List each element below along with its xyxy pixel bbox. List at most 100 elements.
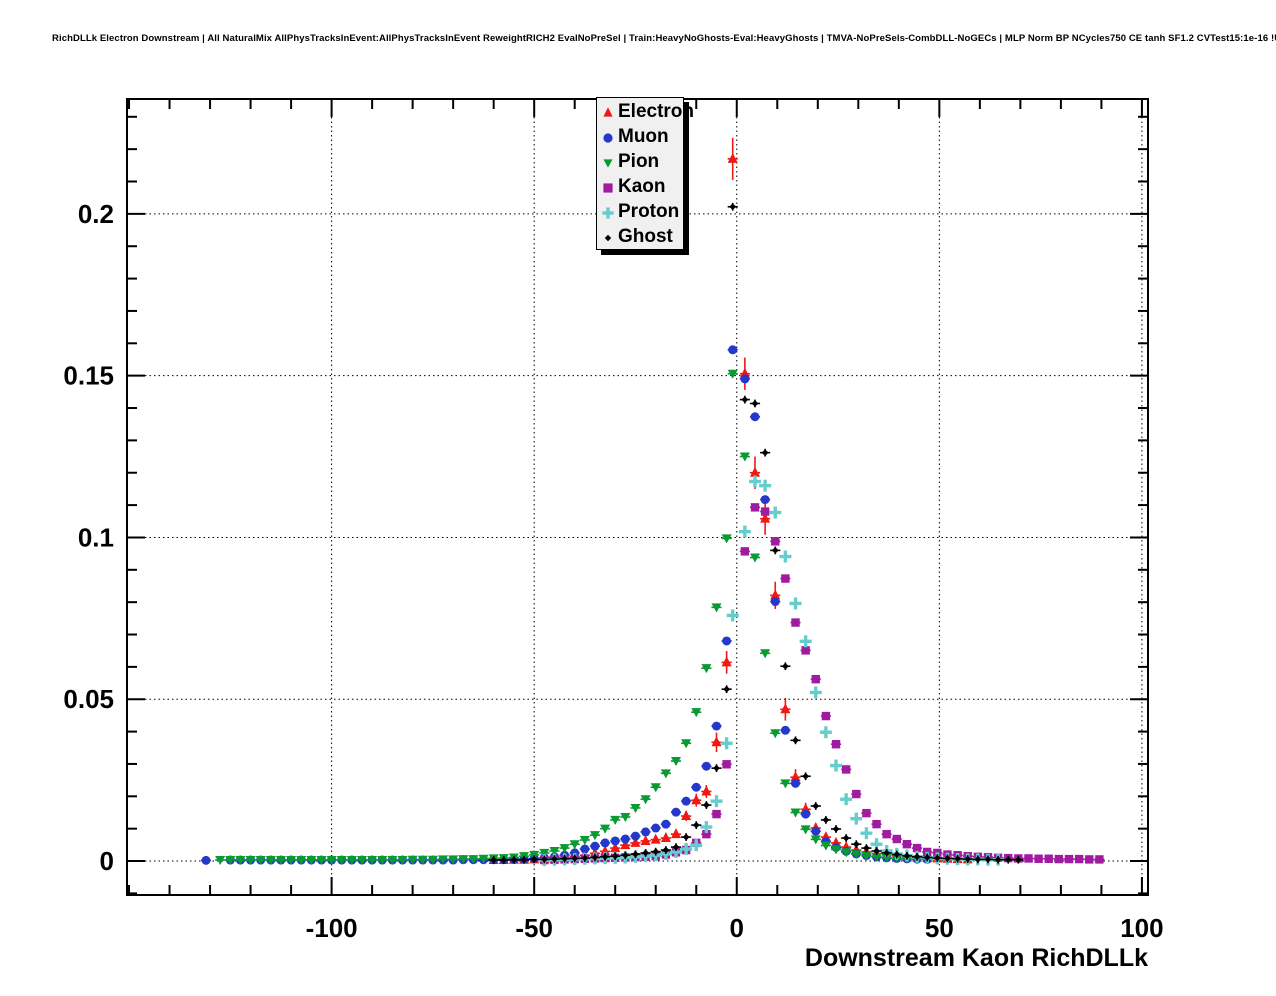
data-point-marker bbox=[589, 831, 600, 841]
data-point-marker bbox=[438, 855, 449, 865]
data-point-marker bbox=[712, 809, 721, 819]
data-point-marker bbox=[863, 844, 870, 852]
data-point-marker bbox=[822, 816, 830, 824]
data-point-marker bbox=[780, 703, 791, 714]
data-point-marker bbox=[510, 856, 518, 864]
data-point-marker bbox=[1034, 854, 1043, 863]
data-point-marker bbox=[478, 854, 489, 864]
data-point-marker bbox=[691, 794, 702, 805]
legend: Electron Muon Pion Kaon Proton Ghost bbox=[596, 97, 694, 250]
data-point-marker bbox=[781, 662, 789, 670]
data-point-marker bbox=[387, 856, 398, 866]
data-point-marker bbox=[761, 449, 769, 457]
data-point-marker bbox=[660, 832, 671, 843]
data-point-marker bbox=[671, 807, 681, 817]
data-point-marker bbox=[632, 850, 639, 858]
series-muon bbox=[200, 345, 933, 865]
data-point-marker bbox=[336, 856, 347, 866]
data-point-marker bbox=[727, 152, 738, 163]
chart-title: RichDLLk Electron Downstream | All Natur… bbox=[52, 33, 1276, 44]
data-point-marker bbox=[902, 839, 912, 849]
x-tick-label: 100 bbox=[1120, 913, 1163, 943]
muon-marker-icon bbox=[603, 132, 613, 143]
data-point-marker bbox=[650, 783, 661, 793]
data-point-marker bbox=[727, 369, 738, 379]
data-point-marker bbox=[559, 844, 570, 854]
data-point-marker bbox=[660, 769, 671, 779]
data-point-marker bbox=[225, 856, 236, 866]
data-point-marker bbox=[903, 852, 911, 860]
x-axis-title: Downstream Kaon RichDLLk bbox=[804, 944, 1148, 972]
y-tick-label: 0.2 bbox=[78, 199, 114, 229]
data-point-marker bbox=[729, 203, 737, 211]
data-point-marker bbox=[831, 740, 841, 749]
data-point-marker bbox=[944, 855, 951, 862]
y-tick-label: 0.1 bbox=[78, 522, 114, 552]
data-point-marker bbox=[882, 829, 891, 839]
data-point-marker bbox=[861, 851, 872, 861]
data-point-marker bbox=[610, 815, 621, 825]
data-point-marker bbox=[1024, 854, 1033, 863]
data-point-marker bbox=[780, 779, 791, 789]
data-point-marker bbox=[407, 855, 418, 865]
data-point-marker bbox=[760, 507, 770, 516]
data-point-marker bbox=[569, 840, 580, 850]
data-point-marker bbox=[275, 856, 286, 866]
data-point-marker bbox=[974, 856, 982, 863]
data-point-marker bbox=[540, 856, 548, 863]
data-point-marker bbox=[603, 158, 613, 168]
data-point-marker bbox=[1085, 855, 1094, 864]
data-point-marker bbox=[791, 618, 800, 627]
data-point-marker bbox=[245, 856, 256, 866]
data-point-marker bbox=[316, 856, 327, 866]
data-point-marker bbox=[702, 801, 710, 809]
data-point-marker bbox=[821, 711, 831, 721]
series-kaon bbox=[539, 503, 1105, 865]
data-point-marker bbox=[490, 856, 498, 864]
data-point-marker bbox=[1044, 854, 1053, 863]
data-point-marker bbox=[801, 646, 810, 655]
data-point-marker bbox=[841, 848, 852, 858]
data-point-marker bbox=[661, 819, 671, 829]
data-point-marker bbox=[681, 810, 692, 821]
data-point-marker bbox=[651, 823, 661, 833]
kaon-marker-icon bbox=[603, 182, 613, 193]
data-point-marker bbox=[500, 856, 508, 864]
data-point-marker bbox=[770, 597, 780, 607]
data-point-marker bbox=[601, 853, 609, 861]
data-point-marker bbox=[326, 856, 337, 866]
data-point-marker bbox=[770, 589, 781, 600]
legend-item-electron: Electron bbox=[597, 99, 694, 124]
y-tick-label: 0 bbox=[100, 846, 114, 876]
data-point-marker bbox=[346, 856, 357, 866]
data-point-marker bbox=[296, 856, 307, 866]
data-point-marker bbox=[356, 856, 367, 866]
data-point-marker bbox=[235, 856, 246, 866]
data-point-marker bbox=[681, 796, 691, 806]
data-point-marker bbox=[630, 803, 641, 813]
data-point-marker bbox=[771, 537, 780, 546]
data-point-marker bbox=[790, 808, 801, 818]
data-point-marker bbox=[427, 855, 438, 865]
data-point-marker bbox=[851, 850, 862, 860]
data-point-marker bbox=[255, 856, 266, 866]
data-point-marker bbox=[883, 849, 891, 857]
data-point-marker bbox=[529, 850, 540, 860]
data-point-marker bbox=[265, 856, 276, 866]
legend-item-kaon: Kaon bbox=[597, 174, 683, 199]
legend-item-pion: Pion bbox=[597, 149, 683, 174]
data-point-marker bbox=[923, 854, 931, 861]
legend-item-proton: Proton bbox=[597, 199, 683, 224]
data-point-marker bbox=[611, 852, 619, 860]
series-ghost bbox=[488, 202, 1024, 864]
data-point-marker bbox=[701, 785, 712, 796]
data-point-marker bbox=[792, 736, 799, 744]
legend-label: Kaon bbox=[618, 175, 666, 197]
data-point-marker bbox=[831, 845, 842, 855]
data-point-marker bbox=[810, 835, 821, 845]
data-point-marker bbox=[458, 855, 469, 865]
data-point-marker bbox=[701, 664, 712, 674]
data-point-marker bbox=[468, 855, 479, 865]
data-point-marker bbox=[520, 856, 528, 864]
data-point-marker bbox=[800, 825, 811, 835]
